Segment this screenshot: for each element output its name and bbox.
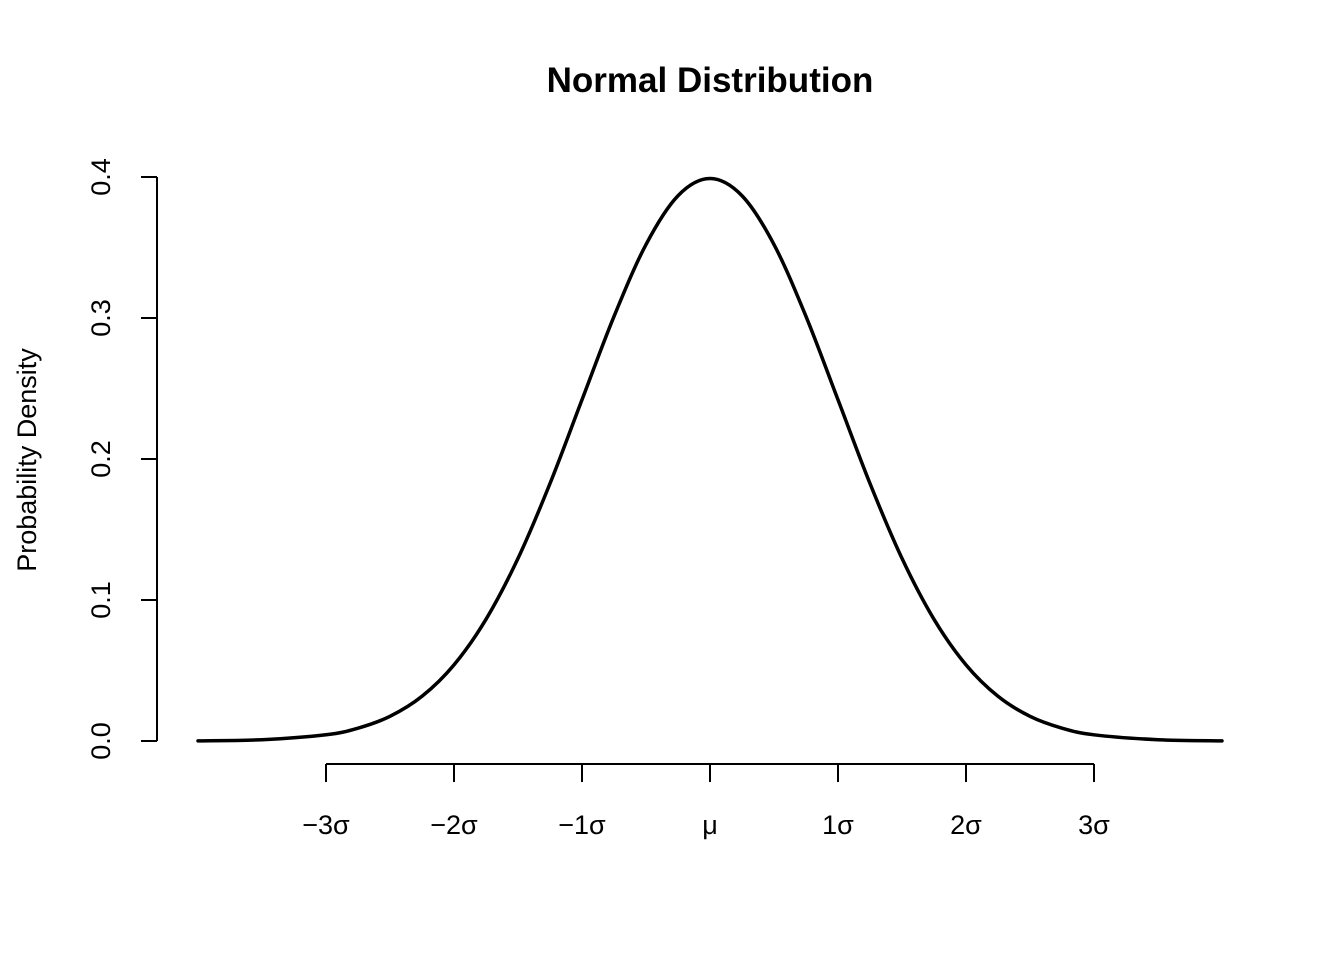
x-tick-label: −1σ [558, 810, 606, 840]
x-tick-label: 1σ [822, 810, 854, 840]
y-axis: 0.0 0.1 0.2 0.3 0.4 [86, 158, 158, 760]
plot-area [196, 176, 1224, 743]
y-tick-label: 0.1 [86, 581, 116, 619]
y-tick-label: 0.3 [86, 299, 116, 337]
y-axis-label: Probability Density [12, 348, 42, 572]
y-tick-label: 0.2 [86, 440, 116, 478]
x-tick-label: 2σ [950, 810, 982, 840]
y-tick-label: 0.0 [86, 722, 116, 760]
density-curve [196, 176, 1224, 743]
x-tick-label: −2σ [430, 810, 478, 840]
x-tick-label: 3σ [1078, 810, 1110, 840]
x-axis: −3σ −2σ −1σ μ 1σ 2σ 3σ [302, 763, 1110, 840]
x-tick-label: μ [702, 810, 718, 840]
x-tick-label: −3σ [302, 810, 350, 840]
y-tick-label: 0.4 [86, 158, 116, 196]
chart-title: Normal Distribution [547, 61, 874, 100]
